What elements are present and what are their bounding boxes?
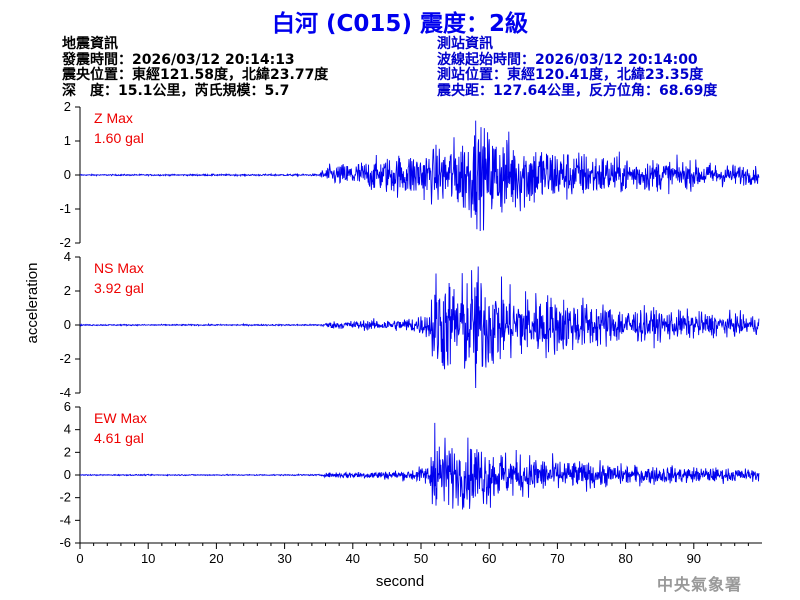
y-tick-label: 0	[64, 317, 71, 332]
max-label-ew: EW Max	[94, 410, 147, 426]
x-tick-label: 90	[687, 551, 701, 566]
max-value-ew: 4.61 gal	[94, 430, 144, 446]
x-tick-label: 0	[76, 551, 83, 566]
waveform-ew	[80, 422, 760, 510]
y-tick-label: -2	[59, 235, 71, 250]
max-label-ns: NS Max	[94, 260, 144, 276]
agency-watermark: 中央氣象署	[657, 575, 743, 594]
max-label-z: Z Max	[94, 110, 133, 126]
station-info-heading: 測站資訊	[437, 36, 493, 52]
y-tick-label: -6	[59, 535, 71, 550]
y-axis-title: acceleration	[24, 263, 41, 344]
y-tick-label: 6	[64, 399, 71, 414]
epicenter: 震央位置：東經121.58度，北緯23.77度	[62, 67, 329, 83]
y-tick-label: 0	[64, 167, 71, 182]
x-axis-title: second	[376, 573, 424, 590]
y-tick-label: 4	[64, 422, 71, 437]
y-tick-label: 4	[64, 249, 71, 264]
event-info-heading: 地震資訊	[62, 36, 118, 52]
y-tick-label: -4	[59, 512, 71, 527]
waveform-z	[79, 120, 760, 232]
event-info: 地震資訊 發震時間：2026/03/12 20:14:13 震央位置：東經121…	[62, 36, 329, 99]
x-tick-label: 30	[277, 551, 291, 566]
x-tick-label: 60	[482, 551, 496, 566]
x-tick-label: 20	[209, 551, 223, 566]
y-tick-label: -2	[59, 351, 71, 366]
origin-time: 發震時間：2026/03/12 20:14:13	[62, 51, 295, 68]
y-tick-label: 2	[64, 283, 71, 298]
y-tick-label: -2	[59, 490, 71, 505]
y-tick-label: 1	[64, 133, 71, 148]
x-tick-label: 10	[141, 551, 155, 566]
waveform-start-time: 波線起始時間：2026/03/12 20:14:00	[437, 51, 698, 68]
x-tick-label: 80	[618, 551, 632, 566]
x-tick-label: 70	[550, 551, 564, 566]
page-title: 白河 (C015) 震度：2級	[272, 11, 528, 37]
max-value-ns: 3.92 gal	[94, 280, 144, 296]
y-tick-label: 2	[64, 444, 71, 459]
depth-magnitude: 深 度：15.1公里，芮氏規模：5.7	[62, 82, 290, 99]
y-tick-label: -1	[59, 201, 71, 216]
station-info: 測站資訊 波線起始時間：2026/03/12 20:14:00 測站位置：東經1…	[437, 36, 718, 99]
station-location: 測站位置：東經120.41度，北緯23.35度	[437, 67, 704, 83]
x-tick-label: 40	[346, 551, 360, 566]
y-tick-label: -4	[59, 385, 71, 400]
epicentral-distance: 震央距：127.64公里，反方位角：68.69度	[437, 82, 718, 99]
x-tick-label: 50	[414, 551, 428, 566]
waveform-ns	[79, 266, 760, 389]
max-value-z: 1.60 gal	[94, 130, 144, 146]
y-tick-label: 2	[64, 99, 71, 114]
y-tick-label: 0	[64, 467, 71, 482]
